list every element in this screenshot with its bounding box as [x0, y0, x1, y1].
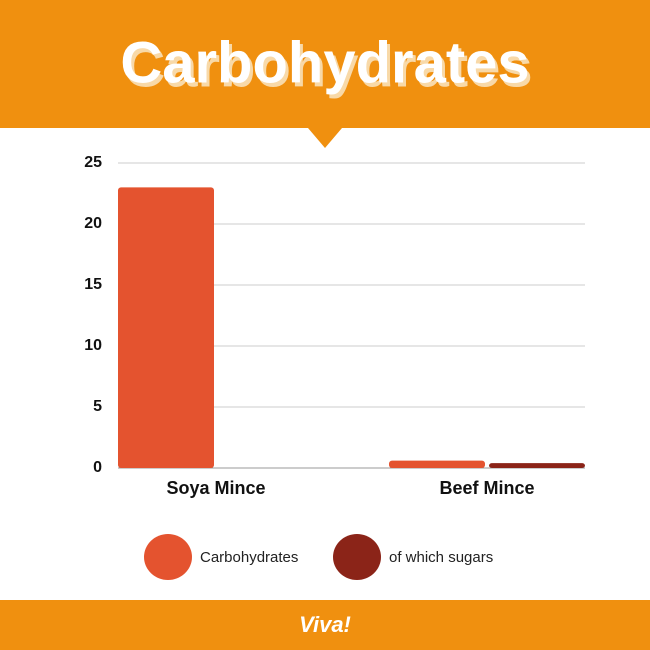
legend-swatch — [144, 534, 192, 580]
x-tick-label: Beef Mince — [439, 478, 534, 498]
y-tick-label: 10 — [84, 337, 102, 354]
x-tick-label: Soya Mince — [166, 478, 265, 498]
y-tick-label: 25 — [84, 154, 102, 171]
brand-logo: Viva! — [299, 612, 351, 637]
legend-label: of which sugars — [389, 549, 493, 566]
y-tick-label: 0 — [93, 459, 102, 476]
bar — [489, 463, 585, 468]
title-shadow: Carbohydrates — [123, 34, 532, 99]
header-pointer — [308, 128, 342, 148]
y-tick-label: 20 — [84, 215, 102, 232]
y-tick-label: 15 — [84, 276, 102, 293]
legend-label: Carbohydrates — [200, 549, 298, 566]
chart-title: Carbohydrates — [120, 30, 529, 95]
footer-band — [0, 600, 650, 650]
bar — [389, 460, 485, 468]
bar — [118, 187, 214, 468]
y-tick-label: 5 — [93, 398, 102, 415]
header-band — [0, 0, 650, 128]
legend-swatch — [333, 534, 381, 580]
